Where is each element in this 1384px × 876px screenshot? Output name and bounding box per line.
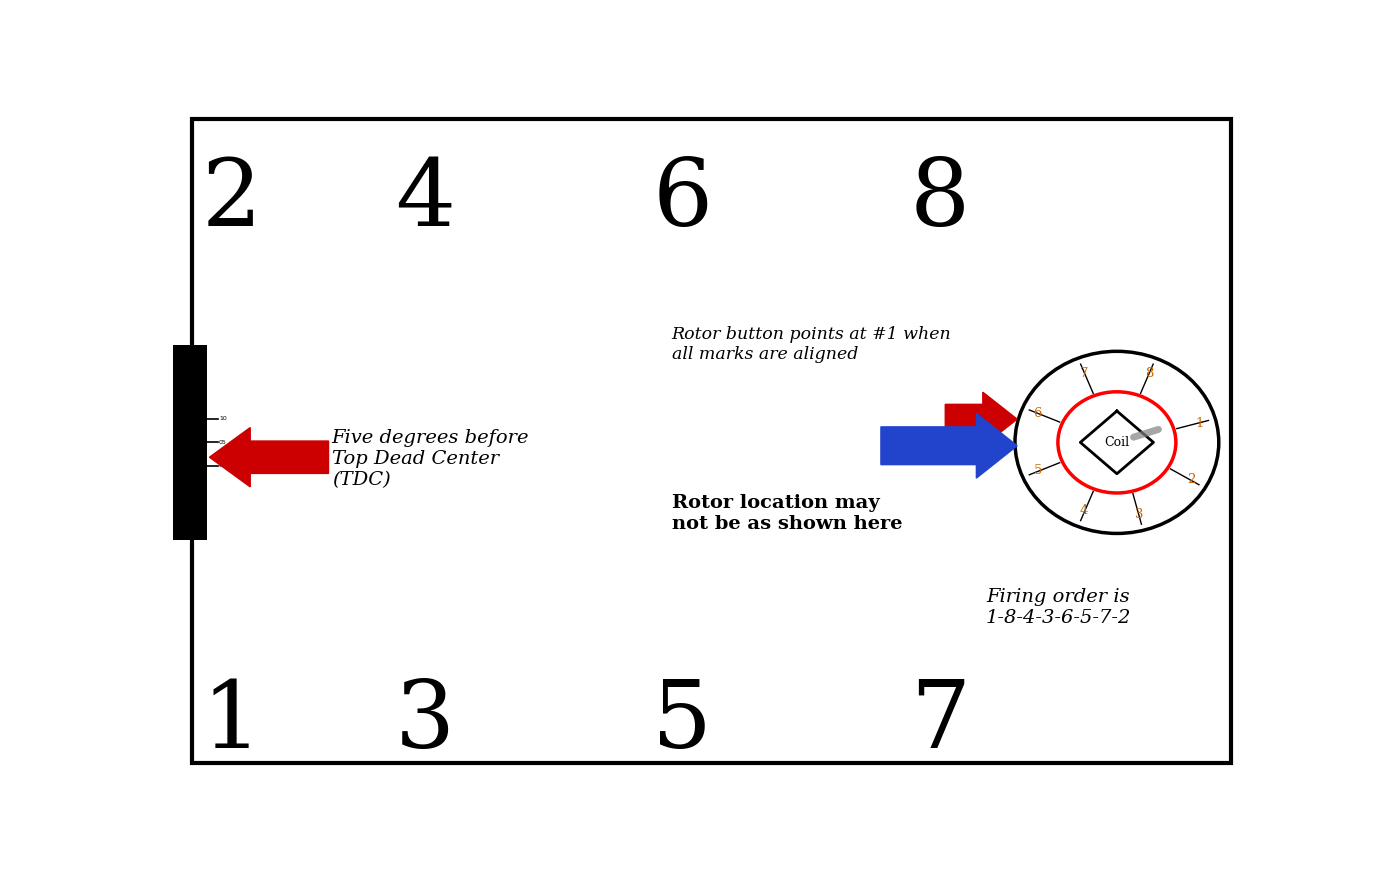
Text: 6: 6 [652, 154, 713, 244]
Text: 4: 4 [394, 154, 455, 244]
Text: 7: 7 [909, 677, 970, 767]
Text: 6: 6 [1034, 407, 1042, 420]
Text: 1: 1 [1196, 417, 1204, 429]
Text: 8: 8 [909, 154, 970, 244]
Text: Rotor location may
not be as shown here: Rotor location may not be as shown here [671, 494, 902, 533]
Text: 10: 10 [219, 416, 227, 421]
Text: 3: 3 [1135, 507, 1143, 520]
Ellipse shape [1014, 351, 1219, 533]
Text: Five degrees before
Top Dead Center
(TDC): Five degrees before Top Dead Center (TDC… [332, 429, 529, 489]
Polygon shape [209, 427, 328, 487]
Ellipse shape [1057, 392, 1176, 493]
Text: 00: 00 [219, 463, 227, 469]
Text: 5: 5 [652, 677, 713, 767]
Text: Firing order is
1-8-4-3-6-5-7-2: Firing order is 1-8-4-3-6-5-7-2 [985, 589, 1131, 627]
Text: 2: 2 [202, 154, 262, 244]
Polygon shape [945, 392, 1017, 446]
Text: 8: 8 [1146, 367, 1154, 380]
Text: 5: 5 [1034, 464, 1042, 477]
Text: 2: 2 [1187, 473, 1196, 486]
Text: 3: 3 [394, 677, 455, 767]
Text: 1: 1 [202, 677, 262, 767]
Text: Rotor button points at #1 when
all marks are aligned: Rotor button points at #1 when all marks… [671, 326, 952, 363]
Bar [173, 344, 208, 540]
Text: Coil: Coil [1104, 436, 1129, 449]
Text: 05: 05 [219, 440, 227, 445]
Text: 4: 4 [1080, 505, 1088, 518]
Text: 7: 7 [1080, 367, 1088, 380]
Polygon shape [882, 413, 1017, 478]
